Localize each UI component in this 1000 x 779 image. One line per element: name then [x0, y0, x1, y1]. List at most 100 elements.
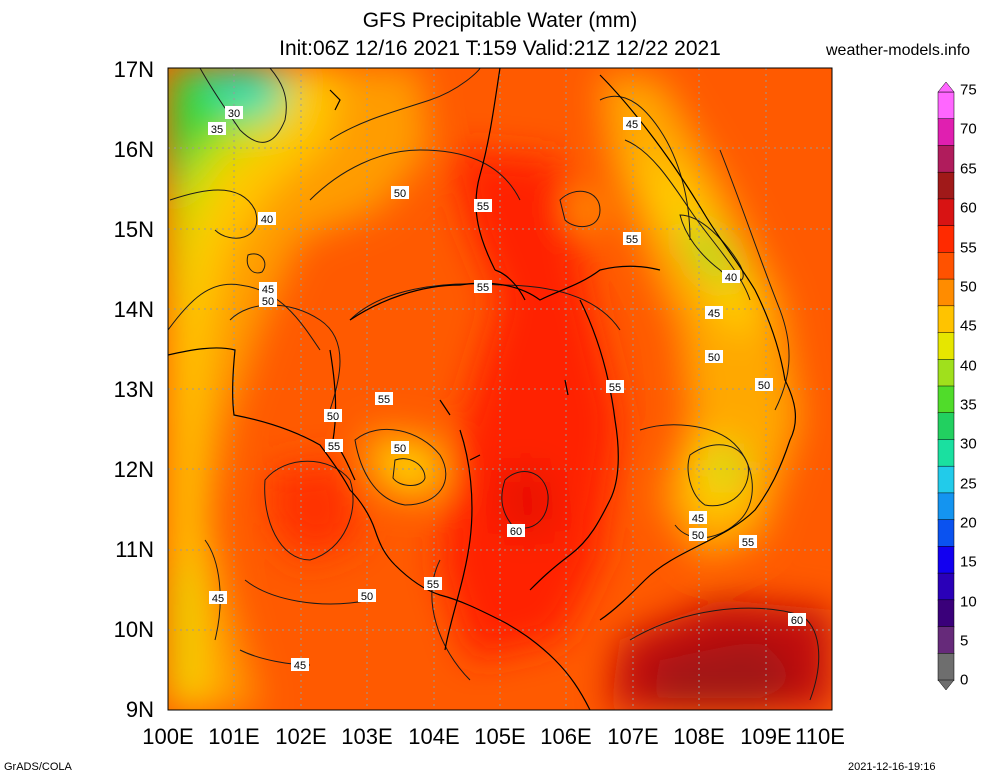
lon-label: 106E [540, 724, 592, 749]
colorbar-swatch [937, 492, 955, 521]
colorbar-swatch [937, 385, 955, 414]
colorbar-label: 10 [960, 593, 977, 611]
lat-label: 10N [113, 617, 154, 642]
lat-label: 11N [115, 537, 154, 562]
map-subtitle: Init:06Z 12/16 2021 T:159 Valid:21Z 12/2… [279, 37, 721, 60]
contour-label: 50 [394, 188, 406, 200]
colorbar-swatch [937, 118, 955, 147]
map-frame [167, 67, 833, 711]
contour-label: 45 [262, 284, 274, 296]
contour-label: 55 [378, 394, 390, 406]
contour-label: 45 [692, 513, 704, 525]
colorbar-label: 75 [960, 81, 977, 99]
colorbar-label: 50 [960, 278, 977, 296]
contour-label: 45 [294, 660, 306, 672]
contour-label: 45 [626, 119, 638, 131]
colorbar-label: 60 [960, 199, 977, 217]
colorbar-label: 30 [960, 435, 977, 453]
contour-label: 40 [725, 272, 737, 284]
lon-label: 101E [208, 724, 260, 749]
colorbar-label: 70 [960, 120, 977, 138]
contour-label: 50 [708, 352, 720, 364]
colorbar-label: 15 [960, 553, 977, 571]
contour-label: 50 [394, 443, 406, 455]
lon-label: 109E [740, 724, 792, 749]
lon-label: 108E [673, 724, 725, 749]
contour-label: 50 [327, 411, 339, 423]
contour-label: 50 [758, 380, 770, 392]
lat-label: 14N [113, 297, 154, 322]
contour-label: 55 [477, 282, 489, 294]
colorbar-label: 20 [960, 514, 977, 532]
contour-label: 55 [477, 201, 489, 213]
colorbar-min-arrow [937, 679, 955, 691]
contour-label: 40 [261, 214, 273, 226]
contour-label: 50 [262, 296, 274, 308]
contour-label: 50 [692, 530, 704, 542]
colorbar-swatch [937, 145, 955, 173]
contour-label: 60 [791, 615, 803, 627]
colorbar-label: 40 [960, 357, 977, 375]
colorbar-label: 55 [960, 239, 977, 257]
colorbar-swatch [937, 305, 955, 334]
lat-label: 9N [125, 697, 154, 722]
contour-label: 55 [609, 382, 621, 394]
colorbar-swatch [937, 91, 955, 120]
colorbar-swatch [937, 359, 955, 387]
lat-label: 16N [113, 137, 154, 162]
colorbar-swatch [937, 572, 955, 601]
colorbar-swatch [937, 439, 955, 467]
lon-label: 107E [607, 724, 659, 749]
contour-label: 55 [328, 441, 340, 453]
contour-label: 45 [212, 593, 224, 605]
graticule [168, 68, 832, 710]
lat-label: 15N [113, 217, 154, 242]
colorbar-swatch [937, 171, 955, 200]
lon-label: 102E [275, 724, 327, 749]
lon-label: 105E [474, 724, 526, 749]
colorbar-swatch [937, 465, 955, 494]
lat-label: 12N [113, 457, 154, 482]
colorbar-label: 0 [960, 671, 969, 689]
colorbar-swatch [937, 332, 955, 361]
colorbar-swatch [937, 546, 955, 574]
colorbar-swatch [937, 278, 955, 307]
lat-label: 17N [113, 57, 154, 82]
colorbar-swatch [937, 252, 955, 280]
contour-label: 50 [361, 591, 373, 603]
contour-label: 60 [510, 526, 522, 538]
lon-label: 103E [341, 724, 393, 749]
colorbar [937, 81, 955, 691]
colorbar-swatch [937, 653, 955, 681]
site-credit: weather-models.info [826, 42, 971, 59]
colorbar-swatch [937, 599, 955, 628]
colorbar-swatch [937, 626, 955, 655]
contour-label: 30 [228, 108, 240, 120]
contour-label: 55 [742, 537, 754, 549]
colorbar-label: 25 [960, 475, 977, 493]
footer-right: 2021-12-16-19:16 [848, 761, 936, 773]
contour-label: 35 [211, 124, 223, 136]
lon-label: 110E [795, 724, 845, 749]
colorbar-max-arrow [937, 81, 955, 93]
lon-label: 104E [408, 724, 460, 749]
precipitable-water-field: 30 35 40 45 50 50 55 55 45 55 40 45 50 5… [168, 68, 832, 710]
contour-label-layer: 30 35 40 45 50 50 55 55 45 55 40 45 50 5… [208, 106, 806, 672]
colorbar-swatch [937, 198, 955, 227]
colorbar-label: 65 [960, 160, 977, 178]
colorbar-label: 45 [960, 317, 977, 335]
map-title: GFS Precipitable Water (mm) [362, 9, 638, 32]
colorbar-swatch [937, 519, 955, 548]
colorbar-label: 35 [960, 396, 977, 414]
colorbar-swatch [937, 412, 955, 441]
colorbar-label: 5 [960, 632, 969, 650]
contour-label: 55 [427, 579, 439, 591]
contour-label: 45 [708, 308, 720, 320]
footer-left: GrADS/COLA [4, 761, 72, 773]
lon-label: 100E [142, 724, 194, 749]
colorbar-swatch [937, 225, 955, 254]
contour-label: 55 [626, 234, 638, 246]
lat-label: 13N [113, 377, 154, 402]
coastlines-borders [168, 68, 796, 710]
